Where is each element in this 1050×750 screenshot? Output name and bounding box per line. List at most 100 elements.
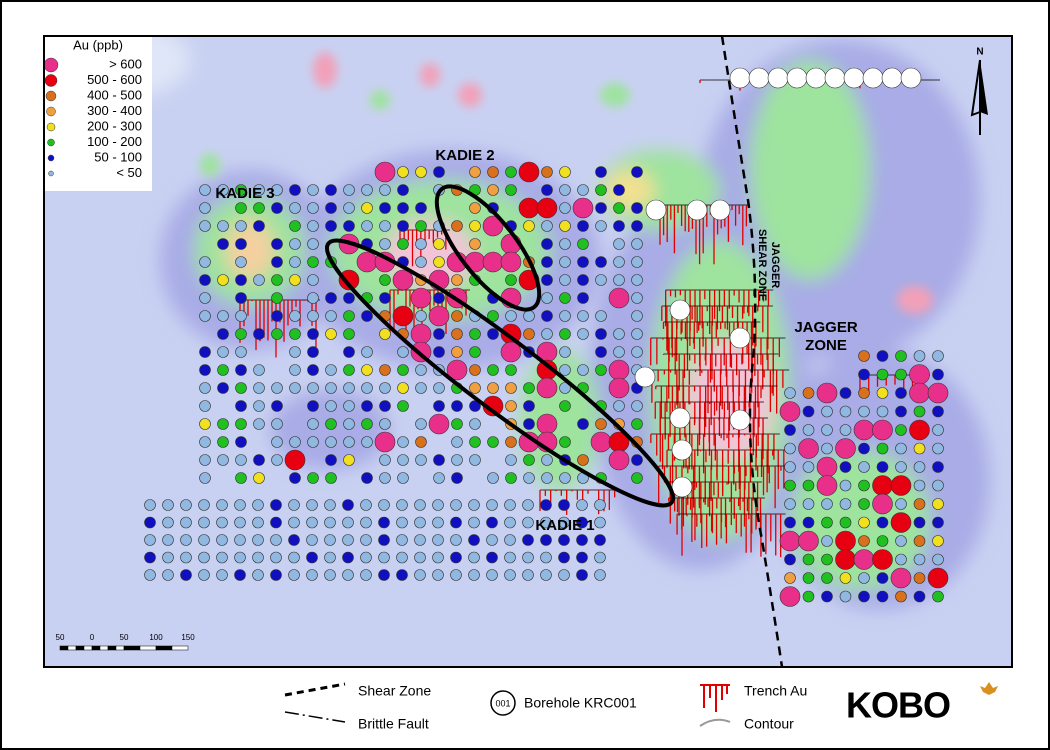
borehole [608, 377, 630, 399]
borehole [432, 499, 444, 511]
borehole [895, 405, 907, 418]
borehole [932, 498, 944, 510]
borehole [217, 364, 229, 376]
borehole [559, 256, 571, 268]
borehole [504, 551, 516, 564]
borehole [253, 364, 265, 376]
borehole [307, 400, 319, 412]
borehole [784, 516, 796, 529]
borehole [872, 475, 893, 496]
borehole [397, 346, 409, 358]
borehole [235, 364, 247, 376]
borehole [324, 516, 336, 529]
borehole [361, 310, 373, 322]
borehole [199, 382, 211, 394]
scale-segment [115, 645, 125, 651]
borehole [577, 238, 589, 250]
borehole [199, 256, 211, 268]
borehole [505, 310, 517, 322]
borehole [396, 499, 408, 511]
map-frame [43, 35, 1013, 668]
borehole [360, 569, 372, 581]
borehole [802, 553, 815, 566]
borehole [360, 516, 372, 529]
scale-segment [155, 645, 173, 651]
borehole [325, 418, 337, 430]
borehole [729, 67, 751, 89]
borehole [414, 516, 426, 529]
borehole [216, 516, 228, 529]
borehole [253, 202, 265, 214]
borehole [613, 202, 625, 214]
borehole [306, 551, 318, 564]
borehole [821, 442, 833, 455]
borehole [559, 238, 571, 250]
borehole [876, 516, 889, 529]
borehole [234, 516, 246, 529]
borehole [858, 516, 870, 529]
borehole [433, 346, 445, 358]
borehole [415, 202, 427, 214]
legend-label: < 50 [116, 165, 142, 180]
borehole [595, 364, 607, 376]
borehole [821, 516, 833, 529]
borehole [235, 418, 247, 430]
borehole [802, 572, 815, 584]
borehole [307, 274, 319, 286]
borehole [378, 499, 390, 511]
borehole [595, 166, 607, 178]
borehole [289, 328, 301, 340]
borehole [216, 551, 228, 564]
borehole [634, 366, 656, 388]
borehole [469, 418, 481, 430]
borehole [397, 382, 409, 394]
borehole [324, 534, 336, 546]
borehole [307, 418, 319, 430]
scale-segment [75, 645, 85, 651]
borehole [594, 551, 606, 564]
borehole [217, 238, 229, 250]
borehole [199, 274, 211, 286]
borehole [325, 220, 337, 232]
borehole [559, 346, 571, 358]
legend-marker [46, 106, 56, 117]
borehole [595, 310, 607, 322]
borehole [217, 436, 229, 448]
borehole [779, 401, 801, 422]
borehole [343, 184, 355, 196]
borehole [199, 292, 211, 304]
borehole [235, 292, 247, 304]
borehole [487, 166, 499, 178]
borehole [198, 551, 210, 564]
borehole [199, 418, 211, 430]
borehole [486, 569, 498, 581]
borehole [252, 499, 264, 511]
borehole [397, 472, 409, 484]
borehole [343, 454, 355, 466]
borehole [289, 238, 301, 250]
borehole [631, 472, 643, 484]
borehole [608, 449, 630, 471]
borehole [839, 405, 852, 418]
borehole [576, 499, 588, 511]
borehole [913, 461, 926, 473]
borehole [432, 516, 444, 529]
borehole [932, 424, 944, 436]
borehole [216, 569, 228, 581]
borehole [518, 197, 540, 219]
borehole [487, 436, 499, 448]
borehole [289, 274, 301, 286]
borehole [631, 346, 643, 358]
borehole [450, 499, 462, 511]
borehole [729, 327, 751, 349]
borehole [450, 534, 462, 546]
borehole [858, 461, 870, 473]
borehole [235, 436, 247, 448]
borehole [199, 184, 211, 196]
legend-label: > 600 [109, 56, 142, 71]
borehole [415, 418, 427, 430]
borehole [559, 328, 571, 340]
borehole [342, 551, 354, 564]
borehole [325, 436, 337, 448]
borehole [199, 220, 211, 232]
